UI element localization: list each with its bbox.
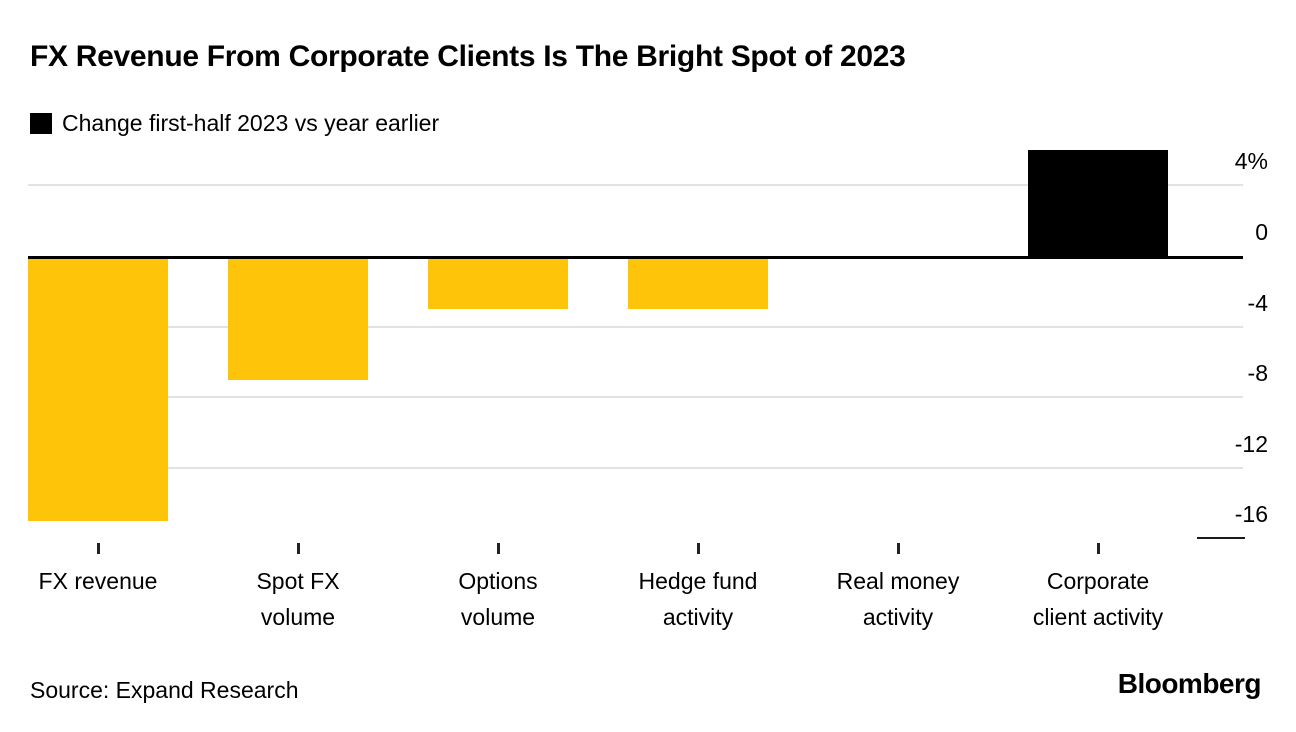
y-axis-tick-label: -4 (1247, 289, 1268, 316)
y-axis-tick-label: -16 (1234, 501, 1268, 528)
x-axis-tick (897, 543, 900, 554)
gridline (28, 184, 1243, 187)
y-axis-tick-label: -8 (1247, 360, 1268, 387)
x-axis-tick (497, 543, 500, 554)
legend-label: Change first-half 2023 vs year earlier (62, 110, 440, 136)
y-axis-end-tick (1197, 537, 1245, 540)
gridline (28, 396, 1243, 399)
bloomberg-logo: Bloomberg (1117, 668, 1262, 699)
bar-fx-revenue (28, 256, 168, 521)
x-axis-tick (97, 543, 100, 554)
gridline (28, 466, 1243, 469)
chart-title: FX Revenue From Corporate Clients Is The… (30, 40, 906, 73)
x-axis-label: Hedge fund activity (638, 568, 758, 630)
legend: Change first-half 2023 vs year earlier (30, 111, 439, 135)
y-axis-tick-label: 0 (1255, 219, 1268, 245)
source-note: Source: Expand Research (30, 677, 299, 703)
plot-area (28, 140, 1245, 560)
x-axis-label: Options volume (458, 568, 538, 630)
bar-hedge-fund-activity (628, 256, 768, 309)
x-axis-tick (297, 543, 300, 554)
y-axis-tick-label: 4% (1234, 148, 1268, 175)
x-axis-label: Real money activity (836, 568, 960, 630)
x-axis-label: FX revenue (38, 568, 158, 594)
x-axis-label: Corporate client activity (1032, 568, 1164, 630)
zero-axis-line (28, 256, 1243, 259)
bar-corporate-client-activity (1028, 150, 1168, 256)
gridline (28, 325, 1243, 328)
x-axis-tick (1097, 543, 1100, 554)
bar-spot-fx-volume (228, 256, 368, 380)
x-axis-label: Spot FX volume (256, 568, 340, 630)
x-axis-tick (697, 543, 700, 554)
legend-swatch-icon (30, 112, 52, 134)
y-axis-tick-label: -12 (1234, 430, 1268, 457)
bar-options-volume (428, 256, 568, 309)
